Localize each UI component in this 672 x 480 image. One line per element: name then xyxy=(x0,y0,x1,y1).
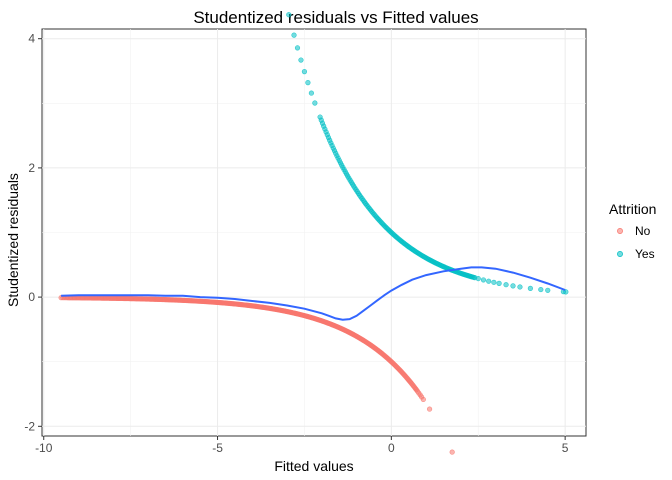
legend-entry-yes: Yes xyxy=(617,247,655,261)
legend-entries: No Yes xyxy=(617,224,655,261)
legend-title: Attrition xyxy=(609,201,656,217)
legend-entry-no: No xyxy=(617,224,651,238)
point-yes xyxy=(286,12,292,18)
data-points xyxy=(58,12,569,455)
point-yes xyxy=(305,80,311,86)
y-axis: -2 0 2 4 xyxy=(24,32,42,433)
y-axis-title: Studentized residuals xyxy=(5,173,21,307)
point-yes xyxy=(291,32,297,38)
point-no xyxy=(426,406,433,412)
y-tick-label: 2 xyxy=(28,161,35,175)
point-yes xyxy=(545,287,551,293)
y-tick-label: -2 xyxy=(24,419,35,433)
chart-title: Studentized residuals vs Fitted values xyxy=(193,8,478,27)
legend-key-yes xyxy=(617,251,623,257)
smooth-trend-line xyxy=(61,266,566,321)
point-yes xyxy=(527,285,533,291)
x-tick-label: -5 xyxy=(212,441,223,455)
point-yes xyxy=(510,283,516,289)
point-yes xyxy=(301,69,308,75)
x-axis: -10 -5 0 5 xyxy=(35,436,569,455)
grid-minor xyxy=(42,29,586,436)
point-yes xyxy=(312,100,318,106)
point-yes xyxy=(496,280,502,286)
x-tick-label: -10 xyxy=(35,441,53,455)
point-yes xyxy=(486,278,492,284)
point-yes xyxy=(298,57,304,63)
x-tick-label: 5 xyxy=(562,441,569,455)
point-no xyxy=(420,396,426,403)
point-yes xyxy=(491,279,497,285)
y-tick-label: 0 xyxy=(28,290,35,304)
x-axis-title: Fitted values xyxy=(274,458,353,474)
legend-label-no: No xyxy=(635,224,651,238)
legend-key-no xyxy=(617,228,623,234)
legend: Attrition No Yes xyxy=(609,201,656,261)
point-yes xyxy=(503,282,509,288)
y-tick-label: 4 xyxy=(28,32,35,46)
point-yes xyxy=(308,90,314,96)
plot-panel xyxy=(41,12,587,455)
point-yes xyxy=(294,45,301,51)
point-no xyxy=(449,449,455,455)
point-yes xyxy=(517,284,523,290)
legend-label-yes: Yes xyxy=(635,247,655,261)
x-tick-label: 0 xyxy=(388,441,395,455)
point-yes xyxy=(538,286,544,293)
point-yes xyxy=(480,277,487,283)
point-yes xyxy=(475,275,481,282)
